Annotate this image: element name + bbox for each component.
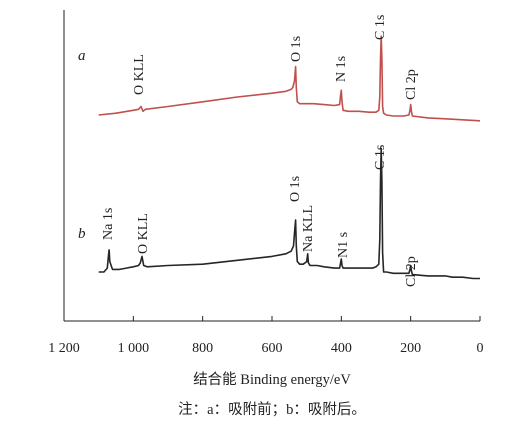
annotation-b-13: Cl 2p: [404, 256, 419, 287]
annotation-a-4: C 1s: [373, 15, 388, 40]
annotation-b-7: Na 1s: [101, 208, 116, 240]
x-axis-title: 结合能 Binding energy/eV: [193, 371, 351, 388]
annotation-b-8: O KLL: [136, 213, 151, 254]
annotation-a-3: N 1s: [334, 56, 349, 82]
series-group: [98, 35, 481, 280]
x-tick-label-5: 200: [400, 341, 421, 356]
x-tick-label-4: 400: [331, 341, 352, 356]
annotation-b-11: N1 s: [336, 232, 351, 258]
annotation-a-2: O 1s: [289, 36, 304, 62]
annotation-a-5: Cl 2p: [404, 69, 419, 100]
x-ticks: [63, 316, 481, 321]
x-tick-label-0: 1 200: [48, 341, 80, 356]
annotation-b-10: Na KLL: [301, 205, 316, 252]
series-line-b: [98, 147, 480, 280]
annotation-group: a O KLL O 1s N 1s C 1s Cl 2p b Na 1s O KLL O 1s Na…: [78, 15, 419, 287]
x-tick-label-1: 1 000: [118, 341, 150, 356]
series-line-a: [98, 35, 481, 122]
annotation-b-9: O 1s: [288, 176, 303, 202]
x-tick-label-6: 0: [477, 341, 484, 356]
annotation-b-12: C 1s: [373, 145, 388, 170]
x-tick-label-3: 600: [262, 341, 283, 356]
x-tick-labels: 1 200 1 000 800 600 400 200 0: [48, 341, 483, 356]
annotation-b-6: b: [78, 226, 86, 242]
annotation-a-1: O KLL: [132, 54, 147, 95]
x-tick-label-2: 800: [192, 341, 213, 356]
footnote: 注：a：吸附前；b：吸附后。: [178, 401, 366, 418]
annotation-a-0: a: [78, 48, 86, 64]
